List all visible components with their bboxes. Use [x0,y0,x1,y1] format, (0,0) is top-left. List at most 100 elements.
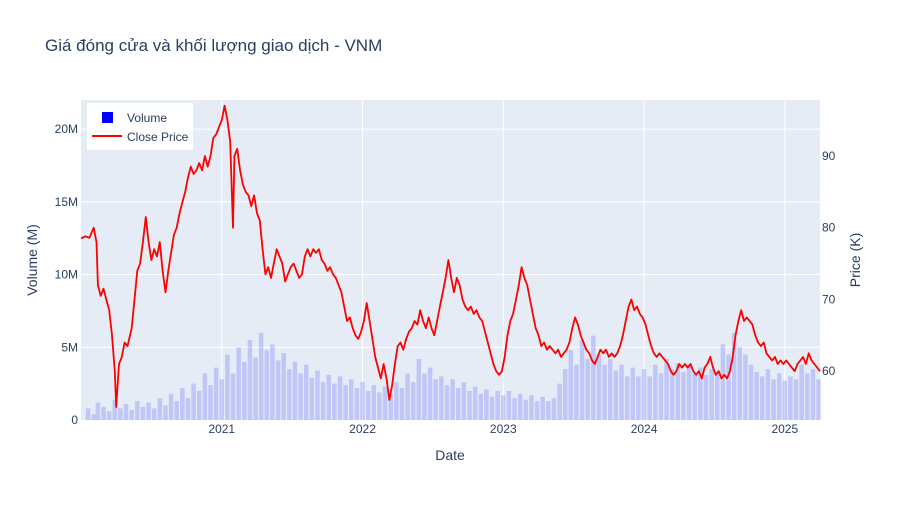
volume-bar [135,401,140,420]
volume-bar [236,347,241,420]
volume-bar [101,406,106,420]
volume-bar [455,388,461,420]
legend-volume-swatch [102,112,113,123]
volume-bar [292,361,298,420]
volume-bar [793,379,799,420]
volume-bar [506,390,512,420]
volume-bar [320,382,326,420]
volume-bar [270,344,275,420]
volume-bar [641,369,647,420]
y-left-axis-ticks: 0 5M 10M 15M 20M [55,122,79,427]
volume-bar [185,398,191,420]
volume-bar [765,369,771,420]
volume-bar [726,354,731,420]
y-left-axis-label: Volume (M) [24,224,40,296]
volume-bar [585,358,590,420]
volume-bar [422,373,427,420]
x-tick-label: 2025 [771,422,798,436]
legend-close-label: Close Price [127,130,189,144]
x-tick-label: 2022 [349,422,376,436]
volume-bar [501,395,506,420]
volume-bar [287,369,292,420]
volume-bar [534,401,540,420]
volume-bars [85,332,821,420]
volume-bar [771,379,776,420]
volume-bar [692,373,697,420]
volume-bar [698,367,703,420]
volume-bar [382,386,388,420]
volume-bar [686,364,692,420]
volume-bar [129,409,134,420]
x-axis-label: Date [435,447,465,463]
volume-bar [225,354,230,420]
volume-bar [816,379,821,420]
x-tick-label: 2024 [631,422,658,436]
volume-bar [450,379,455,420]
volume-bar [529,395,534,420]
volume-bar [546,401,551,420]
volume-bar [743,354,748,420]
y-left-tick-label: 10M [55,268,78,282]
volume-bar [523,399,529,420]
volume-bar [394,382,399,420]
volume-bar [191,383,196,420]
volume-bar [731,332,737,420]
volume-bar [613,370,619,420]
volume-bar [608,358,613,420]
volume-bar [95,402,101,420]
volume-bar [709,369,714,420]
x-tick-label: 2023 [490,422,517,436]
volume-bar [163,405,168,420]
y-left-tick-label: 0 [71,413,78,427]
volume-bar [118,408,123,420]
volume-bar [337,376,343,420]
volume-bar [551,398,557,420]
volume-bar [540,396,545,420]
y-right-axis-label: Price (K) [847,233,863,287]
volume-bar [106,411,112,420]
volume-bar [495,390,500,420]
volume-bar [405,373,410,420]
volume-bar [427,367,433,420]
volume-bar [303,364,309,420]
y-left-tick-label: 15M [55,195,78,209]
volume-bar [562,369,568,420]
volume-bar [782,380,788,420]
volume-bar [281,353,286,420]
volume-bar [748,364,754,420]
volume-bar [658,373,664,420]
volume-bar [140,406,146,420]
volume-bar [326,374,331,420]
volume-bar [754,372,759,420]
chart-title: Giá đóng cửa và khối lượng giao dịch - V… [45,36,382,55]
volume-bar [760,376,765,420]
volume-bar [461,382,467,420]
volume-bar [146,402,151,420]
volume-bar [630,367,636,420]
volume-bar [574,364,579,420]
volume-bar [157,398,163,420]
volume-bar [591,335,596,420]
y-right-tick-label: 70 [822,292,836,306]
volume-bar [275,360,281,420]
volume-bar [123,404,129,420]
volume-bar [664,358,669,420]
volume-bar [85,408,91,420]
volume-bar [596,354,602,420]
volume-bar [416,358,422,420]
volume-bar [776,373,782,420]
volume-bar [258,332,264,420]
volume-bar [439,376,444,420]
volume-bar [349,379,354,420]
volume-bar [264,350,270,420]
legend-background [87,103,193,150]
volume-bar [410,382,416,420]
volume-bar [399,388,405,420]
volume-bar [557,383,562,420]
volume-bar [112,399,118,420]
volume-bar [647,376,652,420]
volume-bar [568,350,574,420]
volume-bar [343,385,348,420]
